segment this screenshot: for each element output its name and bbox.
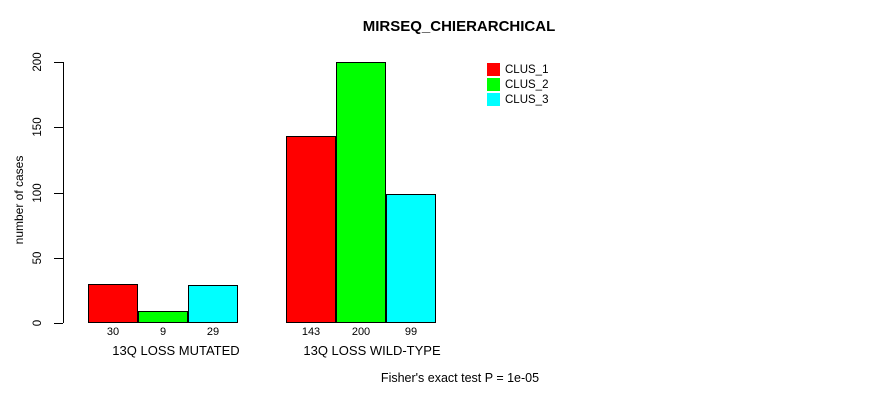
y-tick-label: 150	[32, 117, 44, 137]
legend-label: CLUS_1	[505, 63, 549, 76]
y-tick-label: 200	[32, 52, 44, 72]
y-tick-mark	[54, 257, 63, 259]
legend-swatch-clus_2	[487, 78, 500, 91]
legend-row: CLUS_3	[487, 92, 548, 107]
category-label: 13Q LOSS WILD-TYPE	[303, 343, 441, 358]
bar-value-label: 99	[404, 326, 418, 338]
y-axis-line	[63, 62, 64, 323]
y-tick-mark	[54, 323, 63, 324]
bar-value-label: 29	[206, 326, 220, 338]
bar-clus_1-group2	[286, 136, 336, 323]
chart-title: MIRSEQ_CHIERARCHICAL	[362, 18, 556, 35]
legend-row: CLUS_2	[487, 77, 548, 92]
y-tick-mark	[54, 127, 63, 129]
y-tick-label: 50	[32, 251, 44, 265]
y-tick-label: 0	[32, 319, 44, 327]
y-tick-label: 100	[32, 182, 44, 203]
legend-row: CLUS_1	[487, 62, 548, 77]
bar-clus_2-group1	[138, 311, 188, 323]
annotation-text: Fisher's exact test P = 1e-05	[380, 371, 540, 385]
bar-value-label: 143	[301, 326, 321, 338]
y-tick-mark	[54, 192, 63, 194]
legend-swatch-clus_1	[487, 63, 500, 76]
bar-value-label: 200	[351, 326, 371, 338]
category-label: 13Q LOSS MUTATED	[112, 343, 240, 358]
legend-swatch-clus_3	[487, 93, 500, 106]
legend-label: CLUS_2	[505, 78, 549, 91]
y-tick-mark	[54, 62, 63, 63]
y-axis-label: number of cases	[12, 155, 26, 245]
bar-value-label: 9	[159, 326, 167, 338]
legend: CLUS_1 CLUS_2 CLUS_3	[487, 62, 548, 107]
bar-clus_1-group1	[88, 284, 138, 323]
bar-value-label: 30	[106, 326, 120, 338]
bar-clus_2-group2	[336, 62, 386, 323]
bar-clus_3-group2	[386, 194, 436, 323]
legend-label: CLUS_3	[505, 93, 549, 106]
bar-clus_3-group1	[188, 285, 238, 323]
